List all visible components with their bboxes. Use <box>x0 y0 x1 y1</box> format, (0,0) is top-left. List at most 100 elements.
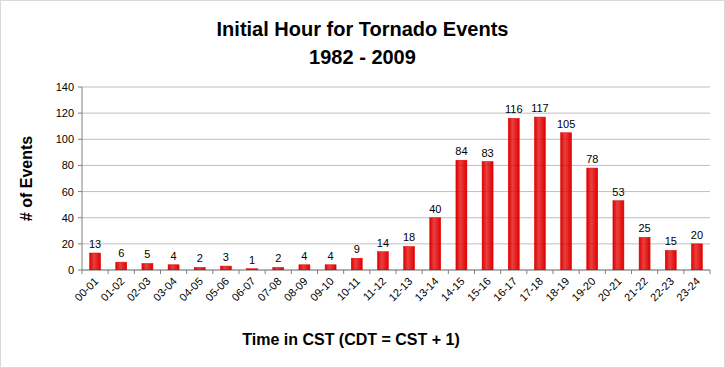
bar <box>247 269 258 270</box>
x-tick-label: 13-14 <box>412 275 440 303</box>
x-tick <box>108 270 109 274</box>
x-tick <box>657 270 658 274</box>
x-tick <box>186 270 187 274</box>
y-tick <box>78 191 82 192</box>
bar <box>116 262 127 270</box>
y-tick <box>78 270 82 271</box>
y-tick-label: 80 <box>62 159 74 171</box>
data-label: 18 <box>403 231 415 243</box>
data-label: 53 <box>612 186 624 198</box>
data-label: 13 <box>89 238 101 250</box>
y-tick-label: 140 <box>56 81 74 93</box>
data-label: 14 <box>377 237 389 249</box>
x-axis-title: Time in CST (CDT = CST + 1) <box>242 331 460 348</box>
y-tick-label: 120 <box>56 107 74 119</box>
x-tick <box>631 270 632 274</box>
y-tick <box>78 165 82 166</box>
y-tick <box>78 139 82 140</box>
grid-line <box>82 87 710 88</box>
y-tick-label: 20 <box>62 238 74 250</box>
bar <box>456 160 467 270</box>
bar <box>142 263 153 270</box>
x-tick <box>710 270 711 274</box>
data-label: 3 <box>223 251 229 263</box>
data-label: 20 <box>691 229 703 241</box>
x-tick <box>605 270 606 274</box>
x-tick-label: 05-06 <box>203 275 231 303</box>
data-label: 15 <box>665 235 677 247</box>
data-label: 116 <box>505 103 523 115</box>
x-tick <box>343 270 344 274</box>
x-tick <box>239 270 240 274</box>
x-tick <box>317 270 318 274</box>
x-tick-label: 14-15 <box>438 275 466 303</box>
x-tick-label: 17-18 <box>517 275 545 303</box>
data-label: 117 <box>531 102 549 114</box>
x-tick-label: 21-22 <box>622 275 650 303</box>
y-tick <box>78 87 82 88</box>
x-tick-label: 19-20 <box>569 275 597 303</box>
bar <box>613 201 624 270</box>
bar <box>534 117 545 270</box>
bar <box>351 258 362 270</box>
x-tick-label: 12-13 <box>386 275 414 303</box>
x-tick-label: 00-01 <box>72 275 100 303</box>
bar <box>587 168 598 270</box>
chart-container: Initial Hour for Tornado Events1982 - 20… <box>0 0 725 368</box>
bar <box>377 252 388 270</box>
x-tick-label: 16-17 <box>491 275 519 303</box>
bar <box>299 265 310 270</box>
bar <box>665 250 676 270</box>
x-tick <box>448 270 449 274</box>
x-tick <box>134 270 135 274</box>
bar <box>194 267 205 270</box>
x-tick <box>683 270 684 274</box>
grid-line <box>82 165 710 166</box>
y-tick <box>78 217 82 218</box>
grid-line <box>82 139 710 140</box>
grid-line <box>82 113 710 114</box>
data-label: 4 <box>328 250 334 262</box>
data-label: 78 <box>586 153 598 165</box>
data-label: 6 <box>118 247 124 259</box>
data-label: 25 <box>638 222 650 234</box>
x-tick <box>212 270 213 274</box>
chart-title: Initial Hour for Tornado Events <box>217 18 509 40</box>
x-tick <box>500 270 501 274</box>
x-tick-label: 02-03 <box>124 275 152 303</box>
bar <box>691 244 702 270</box>
data-label: 1 <box>249 254 255 266</box>
data-label: 5 <box>144 248 150 260</box>
bar <box>220 266 231 270</box>
data-label: 2 <box>275 252 281 264</box>
data-label: 105 <box>557 118 575 130</box>
x-tick-label: 03-04 <box>151 275 179 303</box>
data-label: 9 <box>354 243 360 255</box>
y-tick-label: 40 <box>62 212 74 224</box>
data-label: 84 <box>455 145 467 157</box>
x-tick <box>422 270 423 274</box>
x-tick-label: 08-09 <box>281 275 309 303</box>
bar <box>168 265 179 270</box>
x-tick-label: 11-12 <box>361 275 389 303</box>
x-tick-label: 20-21 <box>595 275 623 303</box>
data-label: 40 <box>429 203 441 215</box>
x-tick <box>526 270 527 274</box>
y-tick <box>78 113 82 114</box>
bar <box>325 265 336 270</box>
chart-background <box>1 1 725 368</box>
x-tick-label: 06-07 <box>229 275 257 303</box>
x-tick <box>291 270 292 274</box>
y-tick <box>78 243 82 244</box>
bar <box>639 237 650 270</box>
x-tick-label: 01-02 <box>98 275 126 303</box>
x-tick <box>396 270 397 274</box>
y-axis-line <box>82 87 83 270</box>
data-label: 4 <box>301 250 307 262</box>
bars <box>90 117 703 270</box>
bar <box>482 162 493 270</box>
x-tick-label: 07-08 <box>255 275 283 303</box>
y-tick-label: 60 <box>62 186 74 198</box>
bar <box>508 118 519 270</box>
x-tick <box>265 270 266 274</box>
